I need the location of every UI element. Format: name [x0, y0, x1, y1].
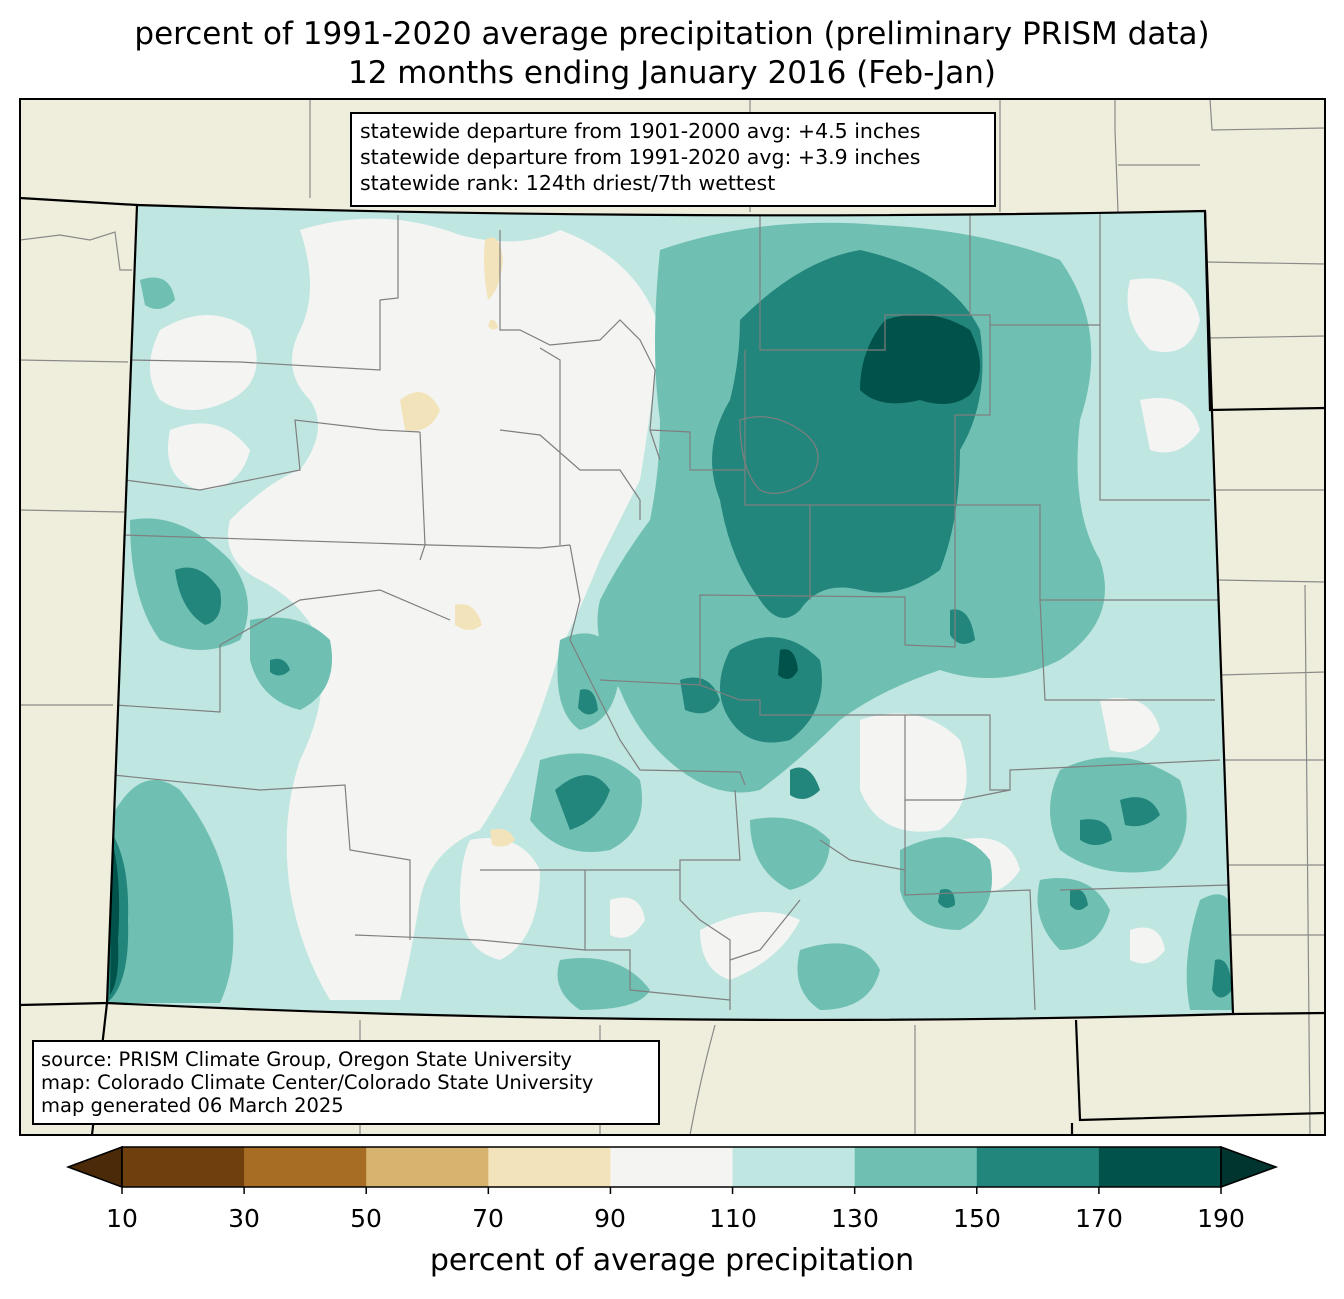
colorbar-segment — [854, 1147, 978, 1187]
colorbar-segment — [366, 1147, 489, 1187]
colorbar-tick-label: 170 — [1075, 1204, 1123, 1233]
colorbar-segment — [976, 1147, 1100, 1187]
stats-line-3: statewide rank: 124th driest/7th wettest — [360, 171, 776, 195]
colorbar-tick-label: 30 — [228, 1204, 260, 1233]
colorbar-segment — [244, 1147, 367, 1187]
source-line-1: source: PRISM Climate Group, Oregon Stat… — [41, 1048, 572, 1071]
colorado-precip-field — [107, 205, 1233, 1020]
colorbar-segment — [732, 1147, 856, 1187]
colorbar-segment — [488, 1147, 611, 1187]
colorbar-tick-label: 70 — [472, 1204, 504, 1233]
colorbar-segment — [1098, 1147, 1222, 1187]
colorbar-segment — [610, 1147, 734, 1187]
colorbar-tick-label: 190 — [1197, 1204, 1245, 1233]
colorbar-tick-label: 90 — [594, 1204, 626, 1233]
source-box: source: PRISM Climate Group, Oregon Stat… — [32, 1040, 660, 1125]
colorbar-outline — [121, 1146, 1222, 1188]
stats-line-2: statewide departure from 1991-2020 avg: … — [360, 145, 921, 169]
map-title-line2: 12 months ending January 2016 (Feb-Jan) — [347, 55, 996, 91]
map-frame — [19, 98, 1326, 1136]
source-line-3: map generated 06 March 2025 — [41, 1094, 344, 1117]
stats-line-1: statewide departure from 1901-2000 avg: … — [360, 119, 921, 143]
colorbar-tick-label: 110 — [709, 1204, 757, 1233]
colorbar-segment — [122, 1147, 245, 1187]
colorbar-tick-label: 150 — [953, 1204, 1001, 1233]
colorbar-tick-label: 10 — [106, 1204, 138, 1233]
colorbar-over-arrow — [1220, 1145, 1279, 1189]
statewide-stats-box: statewide departure from 1901-2000 avg: … — [350, 112, 996, 207]
colorbar-label: percent of average precipitation — [429, 1243, 915, 1278]
colorbar-tick-label: 50 — [350, 1204, 382, 1233]
map-title-line1: percent of 1991-2020 average precipitati… — [134, 16, 1210, 52]
colorbar-under-arrow — [65, 1145, 123, 1189]
colorbar-tick-label: 130 — [831, 1204, 879, 1233]
source-line-2: map: Colorado Climate Center/Colorado St… — [41, 1071, 594, 1094]
